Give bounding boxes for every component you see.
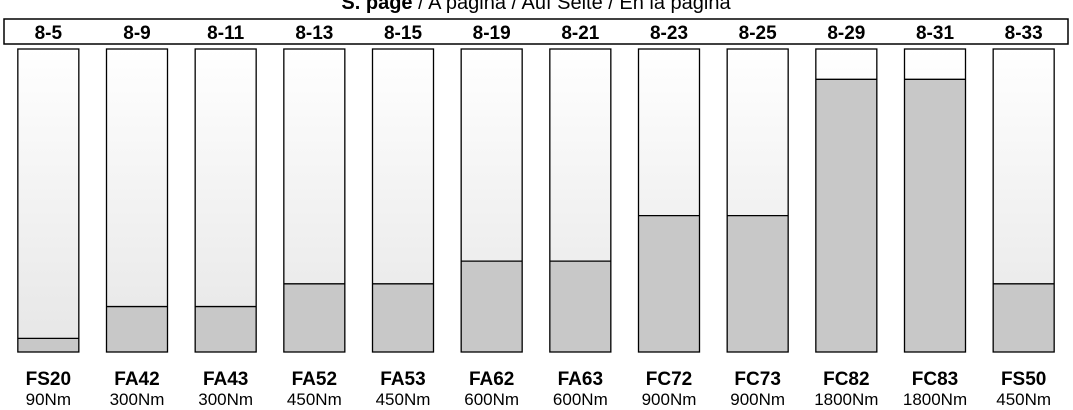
page-number-label: 8-9 xyxy=(123,23,150,44)
bar-outline xyxy=(815,48,878,353)
page-number-label: 8-15 xyxy=(384,23,422,44)
bar-fill xyxy=(461,261,523,352)
bar-fill xyxy=(638,215,700,352)
model-label: FA63 xyxy=(558,369,603,390)
torque-label: 300Nm xyxy=(110,390,165,409)
bar-outline xyxy=(637,48,701,353)
torque-label: 450Nm xyxy=(376,390,431,409)
torque-label: 600Nm xyxy=(464,390,519,409)
torque-label: 450Nm xyxy=(996,390,1051,409)
bar-outline xyxy=(105,48,169,353)
bar-fill xyxy=(283,283,345,352)
bar-fill xyxy=(815,79,877,353)
torque-label: 90Nm xyxy=(26,390,71,409)
page-number-label: 8-29 xyxy=(827,23,865,44)
torque-label: 900Nm xyxy=(730,390,785,409)
bar-fill xyxy=(727,215,789,352)
bars-group xyxy=(17,48,1055,353)
chart-title-bold: S. page xyxy=(341,0,412,14)
bar-outline xyxy=(460,48,523,353)
torque-label: 450Nm xyxy=(287,390,342,409)
bar-background xyxy=(106,49,168,352)
bar-outline xyxy=(194,48,257,353)
model-label: FC82 xyxy=(823,369,869,390)
model-label: FA52 xyxy=(292,369,337,390)
bar-outline xyxy=(549,48,612,353)
model-label: FA42 xyxy=(114,369,159,390)
page-number-label: 8-33 xyxy=(1005,23,1043,44)
page-number-label: 8-11 xyxy=(207,23,244,44)
bar-outline xyxy=(17,48,80,353)
page-header-row: 8-5 8-9 8-11 8-13 8-15 8-19 8-21 8-23 8-25 8-29 8-… xyxy=(3,18,1069,45)
bar-outline xyxy=(283,48,346,353)
bar-fill xyxy=(904,79,966,353)
bar-background xyxy=(195,49,257,352)
bar-background xyxy=(17,49,79,352)
bar-fill xyxy=(372,283,434,352)
bar-outline xyxy=(371,48,435,353)
torque-label: 600Nm xyxy=(553,390,608,409)
page-number-label: 8-23 xyxy=(650,23,688,44)
model-label: FS50 xyxy=(1001,369,1046,390)
model-label: FS20 xyxy=(26,369,71,390)
model-label: FC83 xyxy=(912,369,958,390)
torque-label: 1800Nm xyxy=(814,390,878,409)
bar-fill xyxy=(106,306,168,352)
bar-outline xyxy=(903,48,967,353)
page-number-label: 8-5 xyxy=(35,23,63,44)
page-number-label: 8-13 xyxy=(295,23,333,44)
model-label: FA43 xyxy=(203,369,248,390)
bar-outline xyxy=(726,48,789,353)
page-number-label: 8-19 xyxy=(473,23,511,44)
model-label: FA62 xyxy=(469,369,514,390)
model-labels-group: FS2090NmFA42300NmFA43300NmFA52450NmFA534… xyxy=(26,369,1051,409)
torque-label: 300Nm xyxy=(198,390,253,409)
page-number-label: 8-25 xyxy=(739,23,777,44)
bar-fill xyxy=(993,283,1055,352)
torque-label: 900Nm xyxy=(642,390,697,409)
page-number-label: 8-31 xyxy=(916,23,954,44)
chart-title-rest: / A pagina / Auf Seite / En la pagina xyxy=(413,0,732,14)
bar-fill xyxy=(17,338,79,352)
page-header-frame xyxy=(3,18,1069,45)
page-number-label: 8-21 xyxy=(561,23,599,44)
torque-label: 1800Nm xyxy=(903,390,967,409)
model-label: FC73 xyxy=(734,369,780,390)
bar-fill xyxy=(549,261,611,352)
model-label: FA53 xyxy=(380,369,425,390)
chart-title: S. page / A pagina / Auf Seite / En la p… xyxy=(341,0,731,14)
model-label: FC72 xyxy=(646,369,692,390)
bar-fill xyxy=(195,306,257,352)
bar-outline xyxy=(992,48,1055,353)
